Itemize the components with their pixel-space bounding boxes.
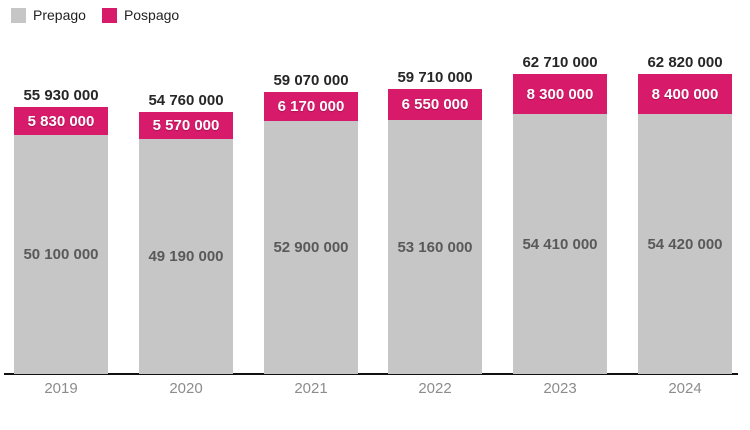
x-axis-label: 2024 <box>668 380 702 397</box>
legend-item-prepago: Prepago <box>11 8 86 23</box>
legend-label-pospago: Pospago <box>123 7 180 23</box>
bar-segment-pospago: 5 830 000 <box>14 107 108 135</box>
legend-item-pospago: Pospago <box>101 7 180 23</box>
bar-segment-prepago: 53 160 000 <box>388 120 482 374</box>
total-label: 59 710 000 <box>397 69 473 86</box>
bar-segment-pospago: 8 300 000 <box>513 74 607 114</box>
prepago-value-label: 52 900 000 <box>273 239 349 256</box>
prepago-value-label: 53 160 000 <box>397 238 473 256</box>
bar-segment-prepago: 50 100 000 <box>14 135 108 374</box>
x-axis-line <box>4 373 738 375</box>
x-axis-label: 2020 <box>169 380 203 397</box>
legend-label-prepago: Prepago <box>33 7 86 23</box>
x-axis-label: 2021 <box>294 380 328 397</box>
pospago-value-label: 5 570 000 <box>152 117 220 134</box>
pospago-value-label: 8 400 000 <box>651 85 719 103</box>
prepago-value-label: 50 100 000 <box>23 246 99 263</box>
bar-segment-pospago: 6 550 000 <box>388 89 482 120</box>
pospago-value-label: 8 300 000 <box>526 85 594 103</box>
total-label: 59 070 000 <box>273 72 349 89</box>
bar-segment-prepago: 49 190 000 <box>139 139 233 374</box>
bar-group-2023: 62 710 000 8 300 000 54 410 000 <box>513 54 607 374</box>
bar-segment-pospago: 8 400 000 <box>638 74 732 114</box>
total-label: 54 760 000 <box>148 92 224 109</box>
bar-segment-pospago: 5 570 000 <box>139 112 233 139</box>
bar-segment-prepago: 54 410 000 <box>513 114 607 374</box>
x-axis-label: 2023 <box>543 380 577 397</box>
bar-group-2024: 62 820 000 8 400 000 54 420 000 <box>638 54 732 374</box>
x-axis-label: 2019 <box>44 380 78 397</box>
bar-segment-prepago: 54 420 000 <box>638 114 732 374</box>
total-label: 55 930 000 <box>23 87 99 104</box>
legend-swatch-prepago-icon <box>11 8 26 23</box>
legend: Prepago Pospago <box>11 8 195 23</box>
bar-group-2020: 54 760 000 5 570 000 49 190 000 <box>139 92 233 374</box>
bar-segment-prepago: 52 900 000 <box>264 121 358 374</box>
bar-group-2019: 55 930 000 5 830 000 50 100 000 <box>14 87 108 374</box>
prepago-value-label: 54 410 000 <box>522 235 598 253</box>
bar-group-2022: 59 710 000 6 550 000 53 160 000 <box>388 69 482 374</box>
total-label: 62 710 000 <box>522 54 598 71</box>
pospago-value-label: 5 830 000 <box>27 112 95 130</box>
prepago-value-label: 49 190 000 <box>148 248 224 265</box>
pospago-value-label: 6 170 000 <box>277 98 345 115</box>
bar-segment-pospago: 6 170 000 <box>264 92 358 121</box>
legend-swatch-pospago-icon <box>101 8 117 23</box>
pospago-value-label: 6 550 000 <box>401 96 469 113</box>
total-label: 62 820 000 <box>647 54 723 71</box>
x-axis-label: 2022 <box>418 380 452 397</box>
prepago-value-label: 54 420 000 <box>647 235 723 253</box>
bar-group-2021: 59 070 000 6 170 000 52 900 000 <box>264 72 358 374</box>
